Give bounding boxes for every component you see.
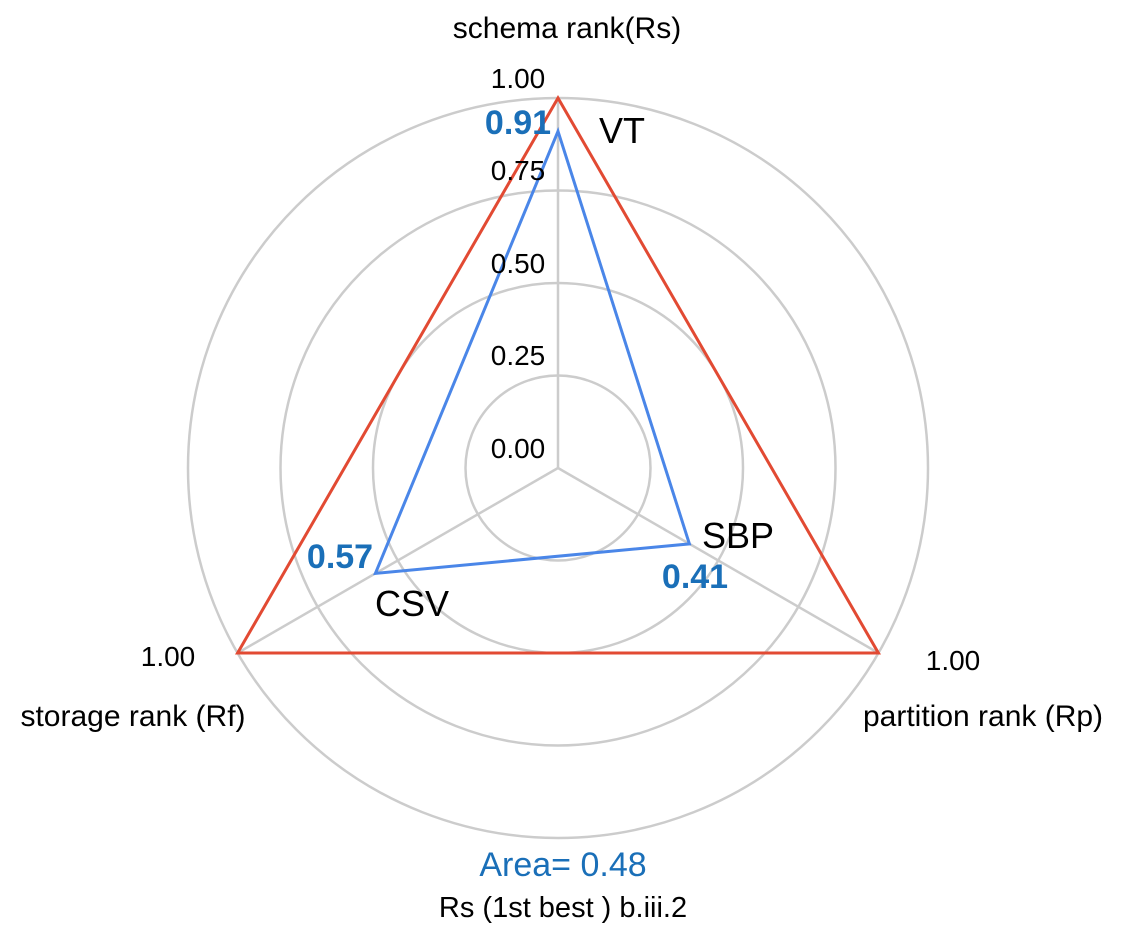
series-score-polygon <box>373 126 692 576</box>
value-label-partition: 0.41 <box>662 558 728 596</box>
radar-series <box>235 94 881 655</box>
value-label-storage: 0.57 <box>307 538 373 576</box>
grid-spoke-storage <box>236 466 559 655</box>
radar-labels: schema rank(Rs) 1.00 storage rank (Rf) 1… <box>20 12 1103 924</box>
point-label-vt: VT <box>599 110 645 151</box>
series-max-polygon <box>235 94 881 655</box>
axis-label-schema: schema rank(Rs) <box>453 12 681 45</box>
value-label-schema: 0.91 <box>485 104 551 142</box>
ring-tick-0-25: 0.25 <box>491 340 546 371</box>
ring-tick-0-00: 0.00 <box>491 433 546 464</box>
ring-tick-0-50: 0.50 <box>491 248 546 279</box>
axis-max-label-schema: 1.00 <box>491 63 546 94</box>
axis-label-storage: storage rank (Rf) <box>20 700 245 733</box>
grid-spoke-partition <box>557 466 880 655</box>
axis-max-label-partition: 1.00 <box>926 645 981 676</box>
point-label-sbp: SBP <box>702 515 774 556</box>
axis-max-label-storage: 1.00 <box>141 641 196 672</box>
radar-grid <box>186 96 930 840</box>
chart-caption: Rs (1st best ) b.iii.2 <box>439 892 687 924</box>
point-label-csv: CSV <box>375 583 449 624</box>
axis-label-partition: partition rank (Rp) <box>863 700 1103 733</box>
ring-tick-0-75: 0.75 <box>491 155 546 186</box>
area-label: Area= 0.48 <box>479 846 646 884</box>
